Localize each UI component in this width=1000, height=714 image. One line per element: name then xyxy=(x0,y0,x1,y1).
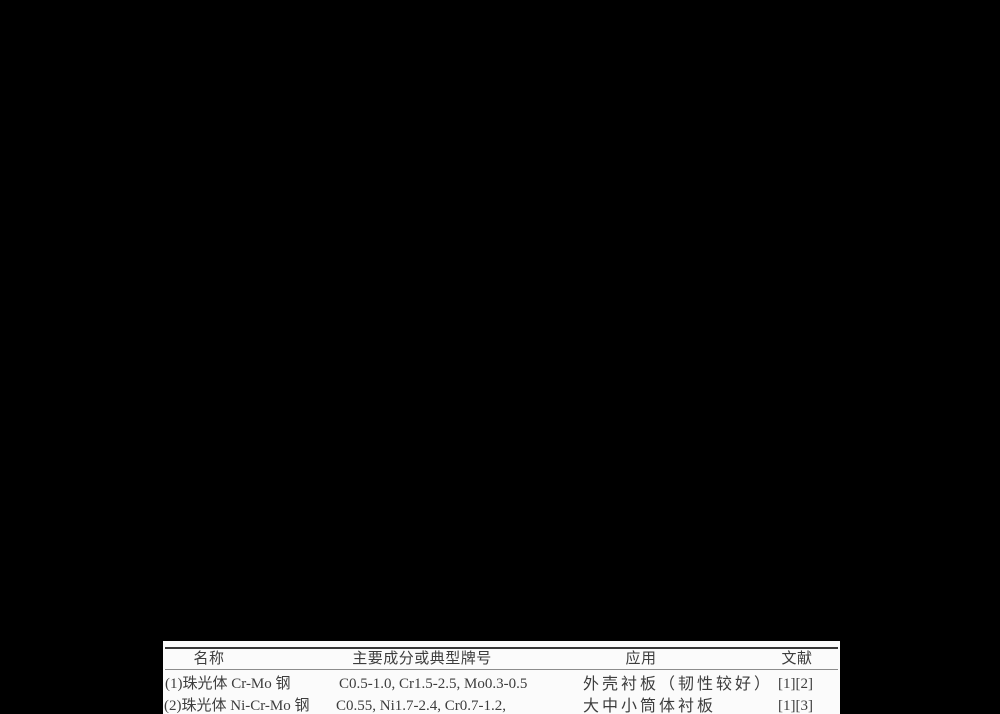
cell-material-name: (1)珠光体 Cr-Mo 钢 xyxy=(165,676,291,692)
scanned-page: 名称 主要成分或典型牌号 应用 文献 (1)珠光体 Cr-Mo 钢 C0.5-1… xyxy=(163,641,840,714)
table-top-rule xyxy=(165,647,838,649)
cell-references: [1][3] xyxy=(778,698,813,714)
cell-application: 大中小筒体衬板 xyxy=(583,698,717,714)
cell-composition: C0.5-1.0, Cr1.5-2.5, Mo0.3-0.5 xyxy=(339,676,528,692)
cell-application: 外壳衬板（韧性较好） xyxy=(583,676,774,693)
column-header-references: 文献 xyxy=(781,651,813,667)
table-header-rule xyxy=(165,669,838,670)
cell-references: [1][2] xyxy=(778,676,813,692)
column-header-name: 名称 xyxy=(193,651,225,667)
column-header-composition: 主要成分或典型牌号 xyxy=(352,651,492,667)
cell-composition: C0.55, Ni1.7-2.4, Cr0.7-1.2, xyxy=(336,698,506,714)
cell-material-name: (2)珠光体 Ni-Cr-Mo 钢 xyxy=(164,698,310,714)
column-header-application: 应用 xyxy=(625,651,657,667)
